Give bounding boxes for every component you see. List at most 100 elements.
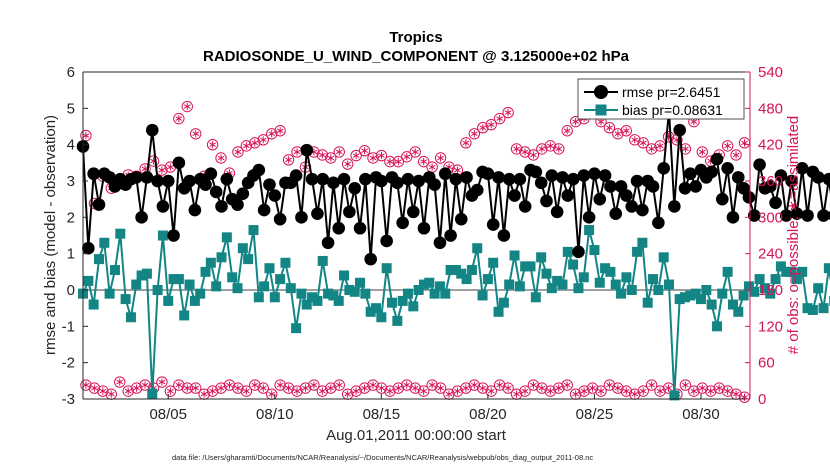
assimilated-count-marker bbox=[192, 130, 200, 138]
possible-count-marker bbox=[181, 100, 193, 113]
assimilated-count-marker bbox=[614, 384, 622, 392]
possible-count-marker bbox=[595, 385, 607, 397]
possible-count-marker bbox=[713, 382, 725, 394]
assimilated-count-marker bbox=[538, 384, 546, 392]
bias-point bbox=[408, 301, 419, 312]
bias-point bbox=[125, 312, 136, 323]
bias-point bbox=[525, 261, 536, 272]
bias-point bbox=[131, 279, 142, 290]
possible-count-marker bbox=[97, 385, 109, 397]
assimilated-count-marker bbox=[276, 127, 284, 135]
bias-point bbox=[291, 323, 302, 334]
possible-count-marker bbox=[662, 131, 675, 143]
possible-count-marker bbox=[493, 112, 506, 125]
possible-count-marker bbox=[612, 382, 624, 394]
possible-count-marker bbox=[350, 385, 362, 397]
y-tick-label-right: 300 bbox=[758, 209, 783, 226]
possible-count-marker bbox=[358, 382, 371, 394]
bias-point bbox=[120, 294, 131, 305]
bias-point bbox=[562, 246, 573, 257]
rmse-point bbox=[582, 211, 596, 224]
assimilated-count-marker bbox=[234, 148, 242, 156]
y-tick-label-left: 0 bbox=[67, 282, 75, 299]
rmse-point bbox=[609, 207, 623, 220]
possible-count-marker bbox=[553, 143, 565, 155]
bias-point bbox=[339, 270, 350, 281]
possible-count-marker bbox=[417, 385, 430, 397]
possible-count-marker bbox=[333, 379, 345, 391]
bias-point bbox=[807, 304, 818, 315]
rmse-point bbox=[273, 212, 287, 226]
x-tick-label: 08/25 bbox=[576, 406, 614, 423]
assimilated-count-marker bbox=[327, 384, 335, 392]
assimilated-count-marker bbox=[167, 163, 174, 171]
possible-count-marker bbox=[510, 143, 523, 155]
assimilated-count-marker bbox=[403, 381, 411, 389]
rmse-point bbox=[726, 211, 740, 224]
possible-count-marker bbox=[519, 146, 531, 158]
rmse-point bbox=[715, 192, 729, 206]
bias-point bbox=[610, 279, 621, 290]
possible-count-marker bbox=[384, 155, 396, 168]
rmse-point bbox=[305, 172, 319, 186]
bias-point bbox=[695, 294, 706, 305]
rmse-point bbox=[513, 172, 527, 186]
assimilated-count-marker bbox=[732, 390, 740, 398]
possible-count-marker bbox=[232, 146, 244, 158]
rmse-point bbox=[364, 252, 377, 266]
possible-count-marker bbox=[190, 382, 202, 394]
rmse-point bbox=[204, 167, 218, 181]
assimilated-count-marker bbox=[386, 158, 394, 166]
assimilated-count-marker bbox=[285, 384, 292, 392]
rmse-point bbox=[172, 156, 186, 170]
assimilated-count-marker bbox=[116, 378, 124, 386]
bias-point bbox=[770, 274, 781, 285]
bias-point bbox=[434, 281, 445, 292]
possible-count-marker bbox=[358, 145, 371, 157]
possible-count-marker bbox=[561, 379, 573, 391]
plot-area bbox=[83, 72, 750, 399]
possible-count-marker bbox=[477, 122, 489, 134]
possible-count-marker bbox=[603, 379, 616, 391]
bias-point bbox=[402, 288, 413, 299]
assimilated-count-marker bbox=[496, 381, 504, 389]
assimilated-count-marker bbox=[192, 384, 200, 392]
bias-point bbox=[504, 279, 515, 290]
possible-count-marker bbox=[350, 149, 362, 162]
possible-count-marker bbox=[688, 385, 700, 397]
rmse-point bbox=[129, 171, 143, 184]
possible-count-marker bbox=[325, 382, 337, 394]
rmse-point bbox=[289, 169, 303, 182]
assimilated-count-marker bbox=[251, 139, 259, 147]
assimilated-count-marker bbox=[200, 390, 208, 398]
assimilated-count-marker bbox=[741, 139, 748, 147]
possible-count-marker bbox=[485, 118, 497, 131]
possible-count-marker bbox=[215, 382, 227, 394]
possible-count-marker bbox=[401, 379, 413, 391]
bias-point bbox=[184, 279, 195, 290]
possible-count-marker bbox=[223, 379, 236, 391]
assimilated-count-marker bbox=[665, 384, 672, 392]
assimilated-count-marker bbox=[344, 160, 352, 168]
rmse-point bbox=[380, 234, 393, 248]
rmse-point bbox=[540, 194, 553, 208]
rmse-point bbox=[529, 165, 543, 179]
assimilated-count-marker bbox=[639, 139, 647, 147]
possible-count-marker bbox=[544, 140, 557, 152]
bias-point bbox=[83, 275, 94, 286]
possible-count-marker bbox=[316, 149, 329, 161]
assimilated-count-marker bbox=[622, 127, 630, 135]
rmse-point bbox=[391, 176, 404, 190]
bias-point bbox=[466, 265, 477, 276]
y-tick-label-right: 240 bbox=[758, 246, 783, 263]
assimilated-count-marker bbox=[141, 381, 149, 389]
bias-point bbox=[168, 274, 179, 285]
bias-point bbox=[578, 272, 589, 283]
possible-count-marker bbox=[274, 125, 286, 137]
bias-point bbox=[424, 277, 435, 288]
possible-count-marker bbox=[80, 379, 92, 391]
assimilated-count-marker bbox=[698, 384, 706, 392]
possible-count-marker bbox=[561, 125, 573, 137]
bias-point bbox=[706, 299, 717, 310]
